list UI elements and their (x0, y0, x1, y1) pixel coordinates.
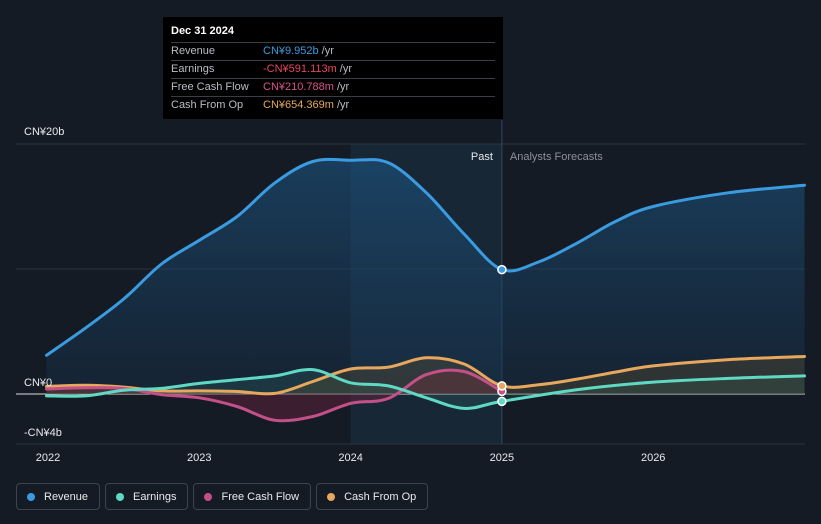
tooltip-unit: /yr (336, 81, 350, 93)
tooltip-unit: /yr (321, 45, 334, 57)
cash-from-op-marker (497, 381, 507, 391)
free-cash-flow-line (45, 368, 504, 423)
legend-label: Revenue (44, 490, 89, 503)
past-label: Past (471, 151, 493, 163)
revenue-line (45, 157, 806, 357)
legend-item-cash-from-op[interactable]: Cash From Op (316, 483, 429, 510)
legend-dot-icon (327, 492, 336, 501)
cash-from-op-line (45, 355, 806, 396)
revenue-marker (497, 264, 507, 275)
tooltip-label: Earnings (171, 63, 215, 75)
tooltip-row-earnings: Earnings -CN¥591.113m /yr (171, 60, 495, 78)
legend-item-free-cash-flow[interactable]: Free Cash Flow (193, 483, 312, 510)
forecast-label: Analysts Forecasts (510, 151, 603, 163)
tooltip-row-cash-from-op: Cash From Op CN¥654.369m /yr (171, 96, 495, 114)
x-tick-label: 2024 (338, 452, 362, 464)
tooltip: Dec 31 2024 Revenue CN¥9.952b /yr Earnin… (163, 17, 503, 119)
x-tick-label: 2023 (187, 452, 211, 464)
x-tick-label: 2025 (490, 452, 514, 464)
earnings-line (45, 367, 806, 410)
earnings-area (46, 369, 805, 409)
tooltip-unit: /yr (339, 63, 353, 75)
x-tick-label: 2022 (36, 452, 60, 464)
tooltip-label: Revenue (171, 45, 216, 57)
tooltip-value: CN¥654.369m (263, 99, 334, 111)
y-tick-label: -CN¥4b (24, 427, 62, 439)
legend-label: Free Cash Flow (221, 490, 300, 503)
legend-dot-icon (204, 492, 213, 501)
legend-item-earnings[interactable]: Earnings (105, 483, 189, 510)
tooltip-label: Free Cash Flow (171, 81, 249, 93)
tooltip-label: Cash From Op (171, 99, 244, 111)
tooltip-row-free-cash-flow: Free Cash Flow CN¥210.788m /yr (171, 78, 495, 96)
x-tick-label: 2026 (641, 452, 665, 464)
tooltip-row-revenue: Revenue CN¥9.952b /yr (171, 42, 495, 60)
legend-item-revenue[interactable]: Revenue (16, 483, 101, 510)
y-tick-label: CN¥0 (24, 377, 52, 389)
earnings-marker (497, 396, 507, 407)
chart-legend: Revenue Earnings Free Cash Flow Cash Fro… (16, 483, 429, 510)
legend-label: Earnings (133, 490, 177, 503)
legend-label: Cash From Op (344, 490, 417, 503)
tooltip-date: Dec 31 2024 (171, 25, 234, 37)
tooltip-unit: /yr (336, 99, 350, 111)
tooltip-value: CN¥9.952b (263, 45, 319, 57)
legend-dot-icon (116, 492, 125, 501)
y-tick-label: CN¥20b (24, 126, 64, 138)
free-cash-flow-area (46, 370, 502, 421)
tooltip-value: -CN¥591.113m (263, 63, 337, 75)
tooltip-value: CN¥210.788m (263, 81, 334, 93)
legend-dot-icon (27, 492, 35, 501)
